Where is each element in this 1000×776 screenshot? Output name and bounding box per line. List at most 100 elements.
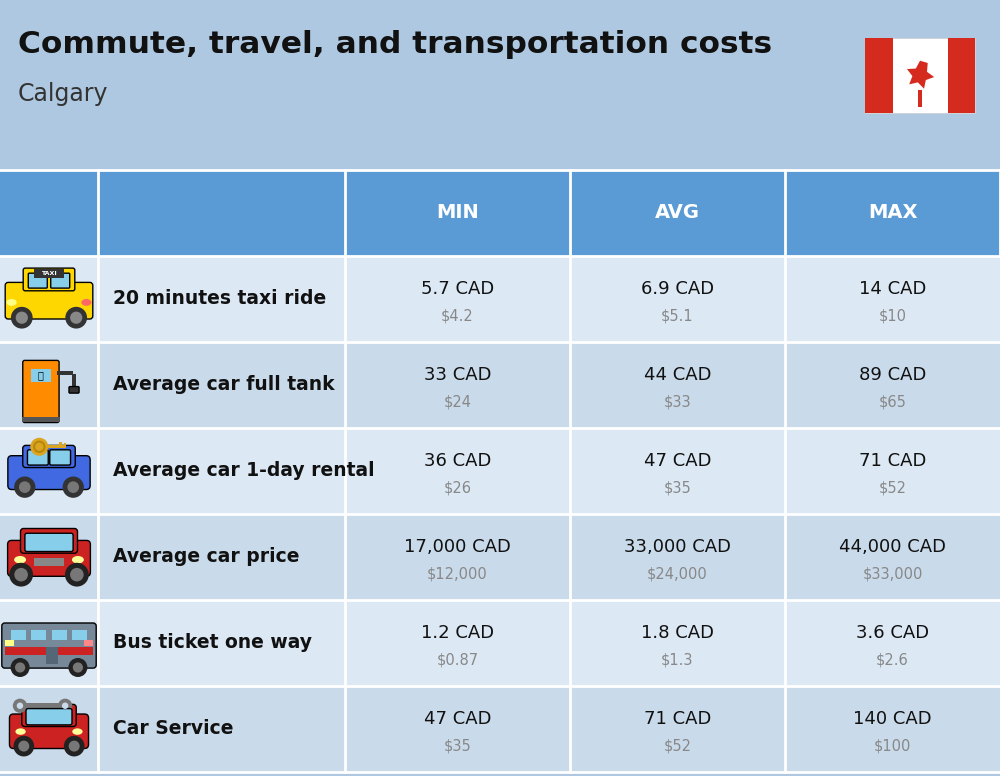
Text: $52: $52 xyxy=(664,739,692,753)
FancyBboxPatch shape xyxy=(8,456,90,490)
Bar xyxy=(72,374,76,390)
Circle shape xyxy=(16,312,28,324)
Text: AVG: AVG xyxy=(655,203,700,223)
Text: 17,000 CAD: 17,000 CAD xyxy=(404,538,511,556)
Circle shape xyxy=(63,476,84,498)
Text: 14 CAD: 14 CAD xyxy=(859,279,926,298)
Text: 36 CAD: 36 CAD xyxy=(424,452,491,469)
FancyBboxPatch shape xyxy=(28,273,47,288)
Circle shape xyxy=(14,568,28,581)
Ellipse shape xyxy=(15,729,26,735)
Bar xyxy=(11,630,26,639)
Text: $33: $33 xyxy=(664,395,691,410)
Circle shape xyxy=(11,307,33,328)
Text: 140 CAD: 140 CAD xyxy=(853,710,932,728)
Text: $10: $10 xyxy=(879,309,906,324)
Bar xyxy=(46,647,58,664)
Bar xyxy=(22,417,60,422)
Circle shape xyxy=(58,698,72,713)
Circle shape xyxy=(15,663,25,673)
Ellipse shape xyxy=(14,556,26,563)
Text: Bus ticket one way: Bus ticket one way xyxy=(113,633,312,653)
Text: $4.2: $4.2 xyxy=(441,309,474,324)
Ellipse shape xyxy=(72,729,83,735)
Circle shape xyxy=(9,563,33,587)
Text: $65: $65 xyxy=(879,395,906,410)
Text: $2.6: $2.6 xyxy=(876,653,909,667)
FancyBboxPatch shape xyxy=(26,708,72,725)
Text: Car Service: Car Service xyxy=(113,719,234,739)
Text: $26: $26 xyxy=(444,480,472,496)
Text: $24,000: $24,000 xyxy=(647,566,708,582)
Text: MIN: MIN xyxy=(436,203,479,223)
Circle shape xyxy=(14,476,35,498)
Circle shape xyxy=(13,698,27,713)
Bar xyxy=(31,369,51,382)
Circle shape xyxy=(73,663,83,673)
Circle shape xyxy=(64,736,85,757)
Circle shape xyxy=(19,481,31,493)
Bar xyxy=(57,372,73,376)
Text: $0.87: $0.87 xyxy=(436,653,479,667)
Text: Average car full tank: Average car full tank xyxy=(113,376,335,394)
Bar xyxy=(0,342,1000,428)
Bar xyxy=(0,514,1000,600)
Text: $24: $24 xyxy=(444,395,472,410)
FancyBboxPatch shape xyxy=(69,386,79,393)
Text: TAXI: TAXI xyxy=(41,272,57,276)
Text: $33,000: $33,000 xyxy=(862,566,923,582)
Bar xyxy=(918,90,922,106)
Text: $35: $35 xyxy=(444,739,471,753)
FancyBboxPatch shape xyxy=(22,705,76,726)
Text: 1.8 CAD: 1.8 CAD xyxy=(641,624,714,642)
Text: 1.2 CAD: 1.2 CAD xyxy=(421,624,494,642)
Text: 44,000 CAD: 44,000 CAD xyxy=(839,538,946,556)
Circle shape xyxy=(70,568,84,581)
Text: MAX: MAX xyxy=(868,203,917,223)
Bar xyxy=(59,442,62,448)
FancyBboxPatch shape xyxy=(5,282,93,319)
Text: 5.7 CAD: 5.7 CAD xyxy=(421,279,494,298)
Ellipse shape xyxy=(6,299,17,306)
Text: 89 CAD: 89 CAD xyxy=(859,365,926,383)
FancyBboxPatch shape xyxy=(9,714,89,749)
Text: 47 CAD: 47 CAD xyxy=(644,452,711,469)
FancyBboxPatch shape xyxy=(8,540,90,577)
Text: $35: $35 xyxy=(664,480,691,496)
Text: Average car price: Average car price xyxy=(113,548,300,566)
Bar xyxy=(0,170,1000,256)
FancyBboxPatch shape xyxy=(25,533,73,552)
Bar xyxy=(48,445,66,448)
Text: Commute, travel, and transportation costs: Commute, travel, and transportation cost… xyxy=(18,30,772,59)
FancyBboxPatch shape xyxy=(27,450,48,465)
Text: $5.1: $5.1 xyxy=(661,309,694,324)
Text: 71 CAD: 71 CAD xyxy=(644,710,711,728)
Ellipse shape xyxy=(81,299,92,306)
FancyBboxPatch shape xyxy=(50,450,71,465)
FancyBboxPatch shape xyxy=(51,273,70,288)
Bar xyxy=(5,647,93,655)
Text: $52: $52 xyxy=(879,480,906,496)
Circle shape xyxy=(11,658,30,677)
FancyBboxPatch shape xyxy=(23,360,59,422)
Polygon shape xyxy=(907,61,934,88)
Bar xyxy=(34,558,64,566)
Ellipse shape xyxy=(72,556,84,563)
Bar xyxy=(52,630,67,639)
Bar xyxy=(20,702,65,709)
Circle shape xyxy=(30,438,48,456)
Bar xyxy=(865,37,975,113)
Text: Average car 1-day rental: Average car 1-day rental xyxy=(113,462,375,480)
FancyBboxPatch shape xyxy=(23,445,75,467)
Bar xyxy=(84,640,93,646)
Text: 33 CAD: 33 CAD xyxy=(424,365,491,383)
Bar xyxy=(0,428,1000,514)
Text: $100: $100 xyxy=(874,739,911,753)
Circle shape xyxy=(68,658,87,677)
Text: 71 CAD: 71 CAD xyxy=(859,452,926,469)
Text: $1.3: $1.3 xyxy=(661,653,694,667)
Text: 47 CAD: 47 CAD xyxy=(424,710,491,728)
Text: 3.6 CAD: 3.6 CAD xyxy=(856,624,929,642)
Circle shape xyxy=(67,481,79,493)
Circle shape xyxy=(13,736,34,757)
